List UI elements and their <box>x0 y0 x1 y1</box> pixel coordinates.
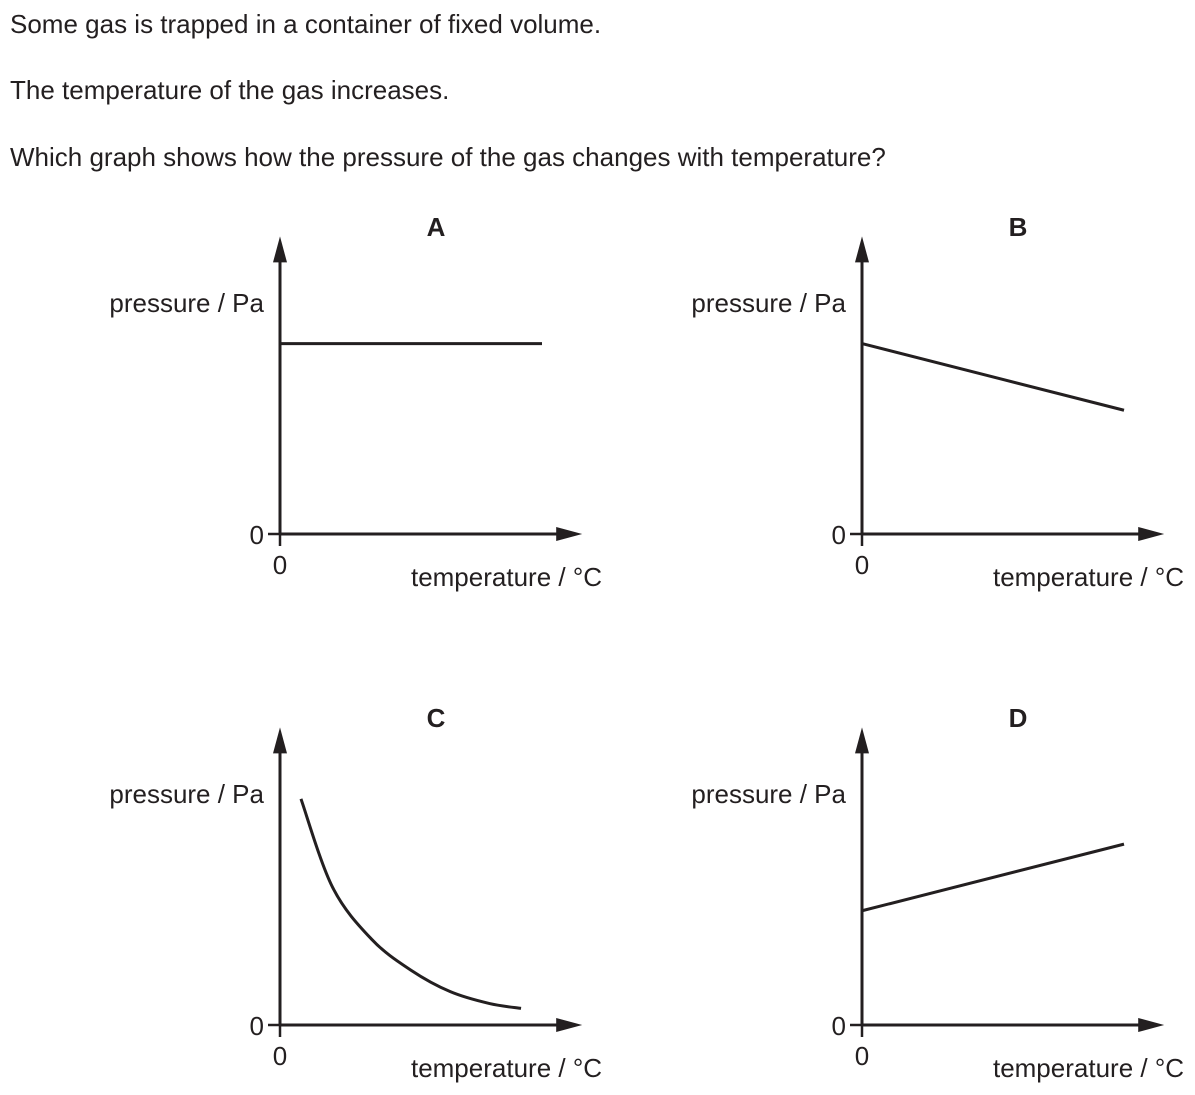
x-origin-label: 0 <box>273 550 287 580</box>
y-origin-label: 0 <box>250 520 264 550</box>
graph-b: B 00 pressure / Pa temperature / °C <box>691 212 1184 592</box>
y-axis-label: pressure / Pa <box>109 288 264 318</box>
y-axis-label: pressure / Pa <box>109 779 264 809</box>
data-line <box>861 842 1125 913</box>
x-axis-label: temperature / °C <box>411 562 602 592</box>
question-line-2: The temperature of the gas increases. <box>10 75 450 105</box>
data-line <box>299 798 522 1010</box>
graph-a: A 00 pressure / Pa temperature / °C <box>109 212 602 592</box>
x-axis-arrow <box>1138 1018 1165 1032</box>
x-axis-label: temperature / °C <box>993 1053 1184 1083</box>
y-origin-label: 0 <box>832 520 846 550</box>
x-axis-arrow <box>556 1018 583 1032</box>
graph-d: D 00 pressure / Pa temperature / °C <box>691 703 1184 1083</box>
y-axis-label: pressure / Pa <box>691 288 846 318</box>
question-line-1: Some gas is trapped in a container of fi… <box>10 9 602 39</box>
y-axis-label: pressure / Pa <box>691 779 846 809</box>
x-origin-label: 0 <box>273 1041 287 1071</box>
x-origin-label: 0 <box>855 550 869 580</box>
x-axis-label: temperature / °C <box>993 562 1184 592</box>
y-origin-label: 0 <box>250 1011 264 1041</box>
data-line <box>861 342 1125 412</box>
y-axis-arrow <box>855 727 869 754</box>
y-axis-arrow <box>273 236 287 263</box>
y-axis-arrow <box>855 236 869 263</box>
y-origin-label: 0 <box>832 1011 846 1041</box>
x-axis-arrow <box>1138 527 1165 541</box>
graph-letter: C <box>427 703 446 733</box>
question-line-3: Which graph shows how the pressure of th… <box>10 142 886 172</box>
graph-c: C 00 pressure / Pa temperature / °C <box>109 703 602 1083</box>
graph-letter: D <box>1009 703 1028 733</box>
x-origin-label: 0 <box>855 1041 869 1071</box>
x-axis-arrow <box>556 527 583 541</box>
graph-letter: B <box>1009 212 1028 242</box>
x-axis-label: temperature / °C <box>411 1053 602 1083</box>
graph-letter: A <box>427 212 446 242</box>
y-axis-arrow <box>273 727 287 754</box>
